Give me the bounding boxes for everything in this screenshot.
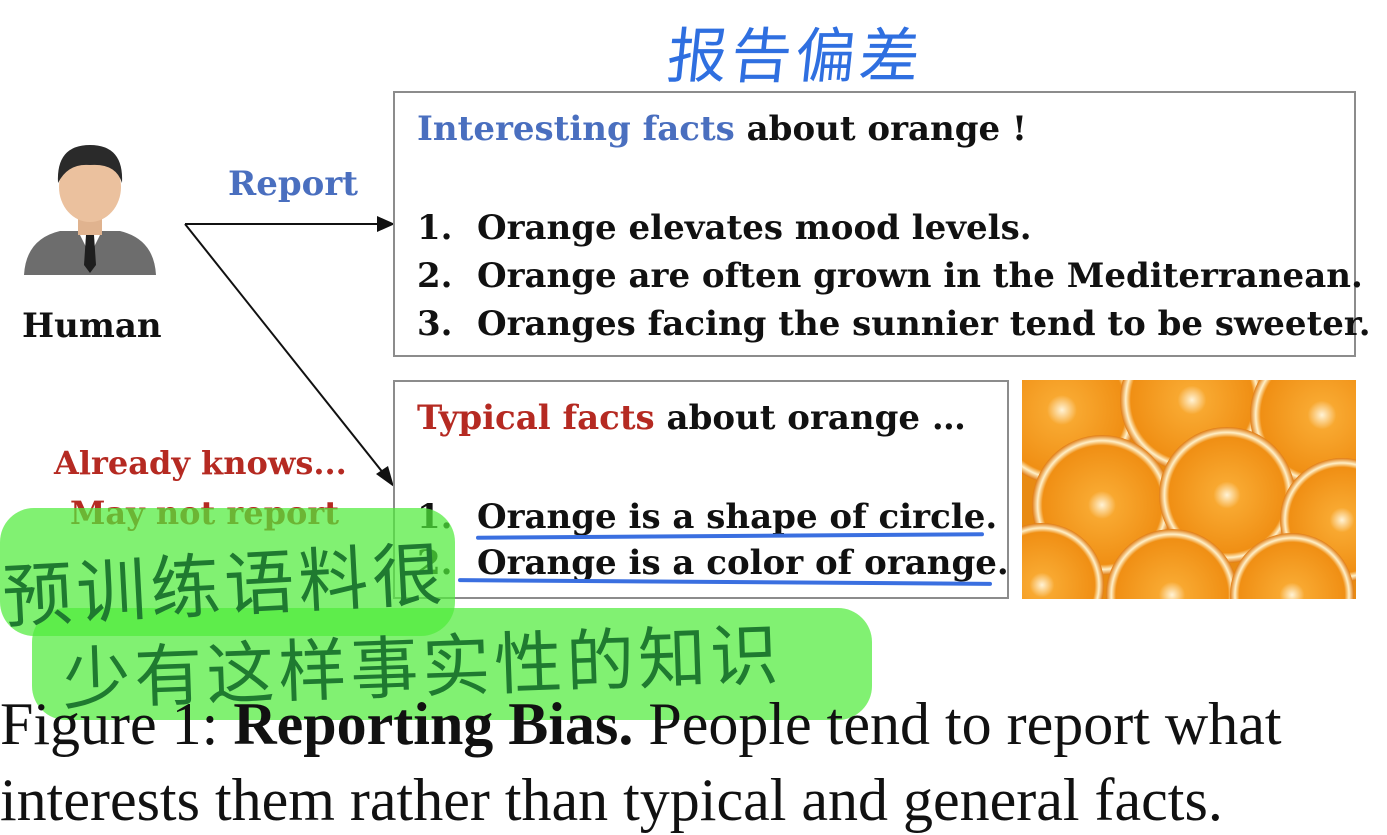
- interesting-facts-box: Interesting facts about orange ! 1. Orang…: [393, 91, 1371, 357]
- figure-caption-line1: Figure 1: Reporting Bias. People tend to…: [0, 690, 1282, 759]
- human-label: Human: [22, 306, 162, 346]
- orange-slices-image: [1022, 380, 1356, 599]
- typical-facts-box: Typical facts about orange … 1.Orange is…: [393, 380, 1009, 599]
- typical-facts-title-rest: about orange …: [654, 398, 966, 438]
- report-label: Report: [228, 164, 358, 204]
- list-item: 3. Oranges facing the sunnier tend to be …: [417, 304, 1371, 344]
- typical-facts-list: 1.Orange is a shape of circle. 2.Orange …: [417, 494, 1009, 586]
- typical-arrow: [184, 223, 385, 475]
- interesting-facts-title-rest: about orange !: [734, 109, 1027, 149]
- interesting-facts-title-colored: Interesting facts: [417, 109, 735, 149]
- interesting-facts-title: Interesting facts about orange !: [417, 109, 1027, 149]
- caption-prefix: Figure 1:: [0, 691, 234, 757]
- list-item: 2. Orange are often grown in the Mediterr…: [417, 256, 1363, 296]
- person-icon: [24, 145, 156, 275]
- caption-rest: People tend to report what: [633, 691, 1282, 757]
- typical-arrowhead: [376, 466, 394, 487]
- caption-bold: Reporting Bias.: [233, 691, 634, 757]
- figure-caption-line2: interests them rather than typical and g…: [0, 767, 1223, 833]
- interesting-facts-list: 1. Orange elevates mood levels. 2. Orange …: [417, 204, 1371, 348]
- typical-facts-title: Typical facts about orange …: [417, 398, 966, 438]
- already-knows-line1: Already knows...: [54, 444, 347, 482]
- highlight-stroke-2: [32, 608, 872, 720]
- report-arrowhead: [377, 216, 395, 232]
- list-item: 2.Orange is a color of orange.: [417, 543, 1009, 583]
- list-item: 1. Orange elevates mood levels.: [417, 208, 1032, 248]
- typical-facts-title-colored: Typical facts: [417, 398, 655, 438]
